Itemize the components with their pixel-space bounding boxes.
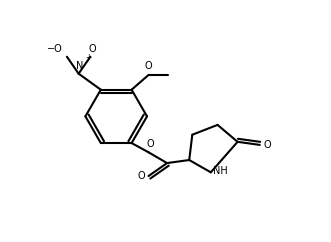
Text: O: O xyxy=(145,61,152,71)
Text: N: N xyxy=(76,61,84,71)
Text: +: + xyxy=(85,53,92,62)
Text: O: O xyxy=(88,44,96,54)
Text: O: O xyxy=(263,140,271,150)
Text: O: O xyxy=(146,139,154,149)
Text: O: O xyxy=(137,171,145,181)
Text: −O: −O xyxy=(47,44,63,54)
Text: NH: NH xyxy=(213,166,228,176)
